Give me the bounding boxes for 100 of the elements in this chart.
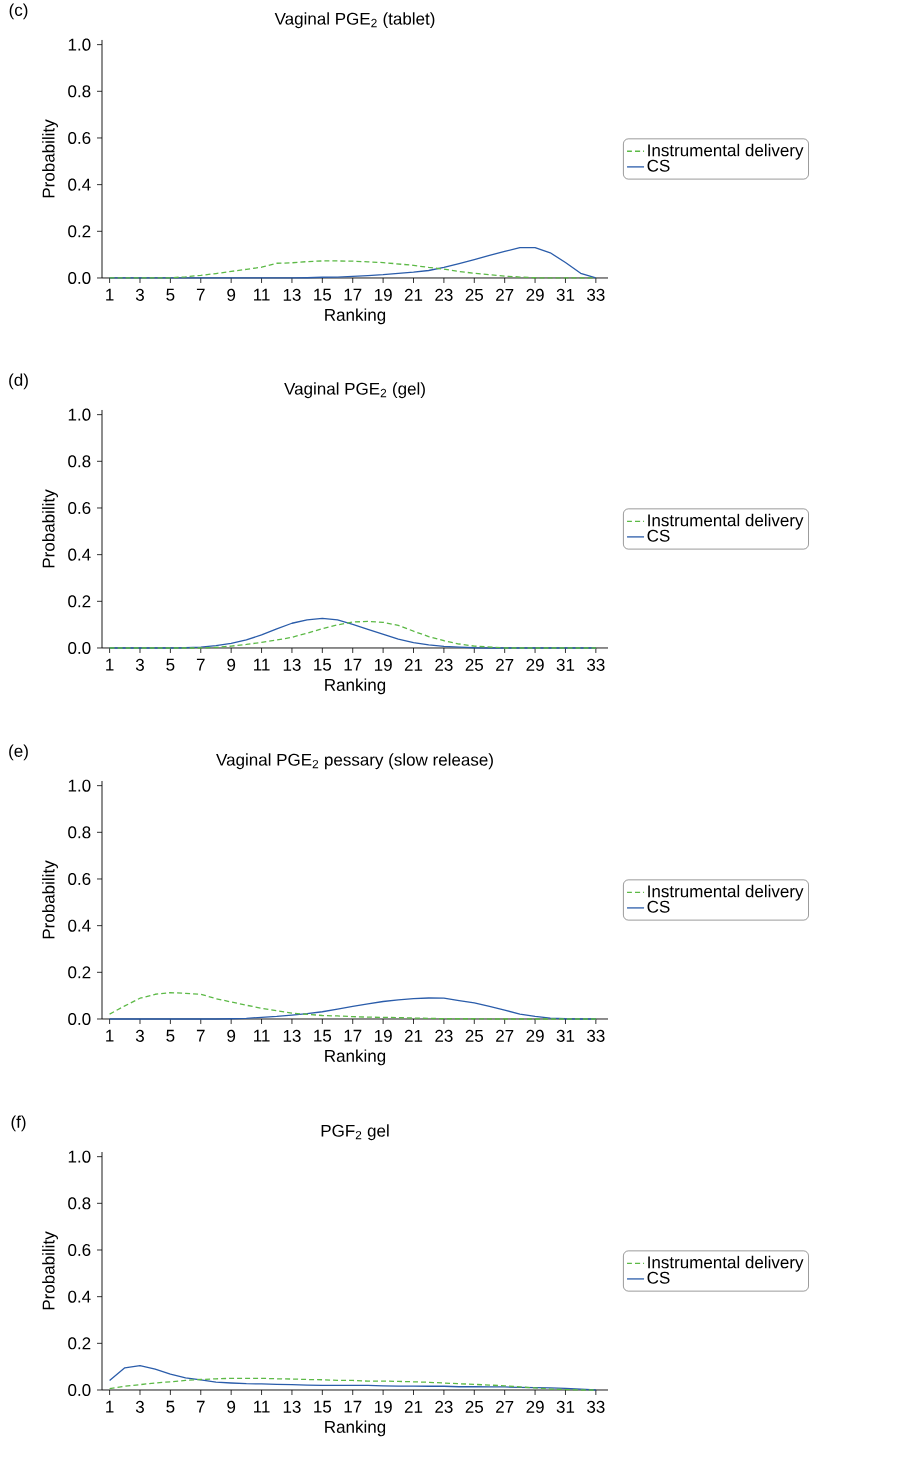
text: (d) bbox=[9, 373, 28, 390]
y-tick-label: 0.8 bbox=[68, 826, 91, 839]
x-tick-label: 27 bbox=[496, 288, 514, 301]
x-tick-label: 17 bbox=[344, 1400, 362, 1413]
y-tick-label: 1.0 bbox=[68, 1150, 91, 1163]
x-tick-label: 19 bbox=[374, 288, 392, 301]
x-axis-title: Ranking bbox=[325, 1420, 386, 1437]
x-axis-title: Ranking bbox=[325, 678, 386, 695]
x-tick-label: 9 bbox=[227, 658, 236, 671]
x-tick-label: 17 bbox=[344, 658, 362, 671]
x-tick-label: 5 bbox=[166, 288, 175, 301]
chart-title: Vaginal PGE$_{2}$ (tablet) bbox=[274, 12, 435, 29]
text: (c) bbox=[9, 3, 28, 20]
x-tick-label: 9 bbox=[227, 1029, 236, 1042]
chart-title: Vaginal PGE$_{2}$ (gel) bbox=[284, 382, 425, 399]
legend-label: Instrumental delivery bbox=[648, 143, 804, 160]
x-tick-label: 21 bbox=[404, 658, 423, 671]
legend-label: Instrumental delivery bbox=[648, 513, 804, 530]
x-tick-label: 21 bbox=[404, 288, 423, 301]
y-tick-label: 0.2 bbox=[68, 225, 91, 238]
y-tick-label: 0.6 bbox=[68, 501, 91, 514]
x-tick-label: 7 bbox=[196, 1029, 205, 1042]
x-tick-label: 23 bbox=[435, 288, 453, 301]
x-tick-label: 25 bbox=[465, 288, 484, 301]
x-tick-label: 27 bbox=[496, 658, 514, 671]
x-tick-label: 17 bbox=[344, 288, 362, 301]
x-axis-title: Ranking bbox=[325, 1049, 386, 1066]
x-tick-label: 1 bbox=[106, 1400, 114, 1413]
legend-label: Instrumental delivery bbox=[648, 884, 804, 901]
legend-label: CS bbox=[647, 529, 670, 542]
x-tick-label: 13 bbox=[283, 658, 301, 671]
x-tick-label: 5 bbox=[166, 1400, 175, 1413]
y-tick-label: 0.6 bbox=[68, 1243, 91, 1257]
x-tick-label: 21 bbox=[404, 1029, 423, 1042]
y-tick-label: 0.2 bbox=[68, 595, 91, 608]
y-tick-label: 1.0 bbox=[68, 408, 91, 421]
x-tick-label: 33 bbox=[587, 658, 605, 671]
x-tick-label: 9 bbox=[227, 1400, 236, 1413]
y-axis-title: Probability bbox=[42, 489, 58, 568]
x-tick-label: 33 bbox=[587, 288, 605, 301]
x-tick-label: 27 bbox=[496, 1400, 514, 1413]
y-tick-label: 0.0 bbox=[68, 1012, 91, 1026]
text: (e) bbox=[9, 744, 28, 761]
x-tick-label: 3 bbox=[135, 288, 144, 301]
x-tick-label: 27 bbox=[496, 1029, 514, 1042]
y-tick-label: 0.4 bbox=[68, 919, 91, 932]
y-tick-label: 1.0 bbox=[68, 38, 91, 51]
y-tick-label: 0.4 bbox=[68, 178, 91, 191]
x-tick-label: 1 bbox=[106, 658, 114, 671]
legend-label: CS bbox=[647, 1271, 670, 1284]
x-tick-label: 17 bbox=[344, 1029, 362, 1042]
x-tick-label: 7 bbox=[196, 288, 205, 301]
y-axis-title: Probability bbox=[42, 1231, 58, 1310]
x-tick-label: 25 bbox=[465, 1400, 484, 1413]
x-tick-label: 11 bbox=[254, 288, 270, 301]
x-tick-label: 29 bbox=[526, 658, 544, 671]
x-tick-label: 29 bbox=[526, 1029, 544, 1042]
x-tick-label: 33 bbox=[587, 1029, 605, 1042]
x-tick-label: 15 bbox=[314, 1029, 332, 1042]
x-tick-label: 25 bbox=[465, 1029, 484, 1042]
x-tick-label: 31 bbox=[556, 288, 575, 301]
x-tick-label: 7 bbox=[196, 658, 205, 671]
x-tick-label: 15 bbox=[314, 288, 332, 301]
y-tick-label: 0.6 bbox=[68, 131, 91, 144]
x-tick-label: 33 bbox=[587, 1400, 605, 1413]
legend-label: CS bbox=[647, 159, 670, 172]
x-tick-label: 3 bbox=[135, 1400, 144, 1413]
y-tick-label: 0.6 bbox=[68, 872, 91, 886]
x-tick-label: 1 bbox=[106, 1029, 114, 1042]
x-tick-label: 3 bbox=[135, 658, 144, 671]
x-tick-label: 23 bbox=[435, 658, 453, 671]
x-tick-label: 11 bbox=[254, 658, 270, 671]
legend-label: CS bbox=[647, 900, 670, 913]
x-tick-label: 19 bbox=[374, 658, 392, 671]
y-axis-title: Probability bbox=[42, 119, 58, 198]
x-tick-label: 23 bbox=[435, 1400, 453, 1413]
chart-title: Vaginal PGE$_{2}$ pessary (slow release) bbox=[216, 753, 493, 770]
y-tick-label: 0.2 bbox=[68, 1337, 91, 1350]
x-tick-label: 21 bbox=[404, 1400, 423, 1413]
x-tick-label: 5 bbox=[166, 1029, 175, 1042]
x-tick-label: 23 bbox=[435, 1029, 453, 1042]
x-tick-label: 9 bbox=[227, 288, 236, 301]
x-tick-label: 15 bbox=[314, 658, 332, 671]
x-tick-label: 13 bbox=[283, 288, 301, 301]
x-tick-label: 5 bbox=[166, 658, 175, 671]
y-tick-label: 0.0 bbox=[68, 641, 91, 654]
x-tick-label: 7 bbox=[196, 1400, 205, 1413]
x-tick-label: 15 bbox=[314, 1400, 332, 1413]
y-tick-label: 0.2 bbox=[68, 966, 91, 979]
x-tick-label: 31 bbox=[556, 1029, 575, 1042]
x-tick-label: 11 bbox=[254, 1400, 270, 1413]
x-tick-label: 1 bbox=[106, 288, 114, 301]
x-tick-label: 19 bbox=[374, 1029, 392, 1042]
y-tick-label: 0.8 bbox=[68, 455, 91, 468]
x-tick-label: 29 bbox=[526, 288, 544, 301]
x-tick-label: 3 bbox=[135, 1029, 144, 1042]
x-axis-title: Ranking bbox=[325, 308, 386, 325]
x-tick-label: 31 bbox=[556, 658, 575, 671]
text: (f) bbox=[11, 1115, 26, 1132]
x-tick-label: 31 bbox=[556, 1400, 575, 1413]
